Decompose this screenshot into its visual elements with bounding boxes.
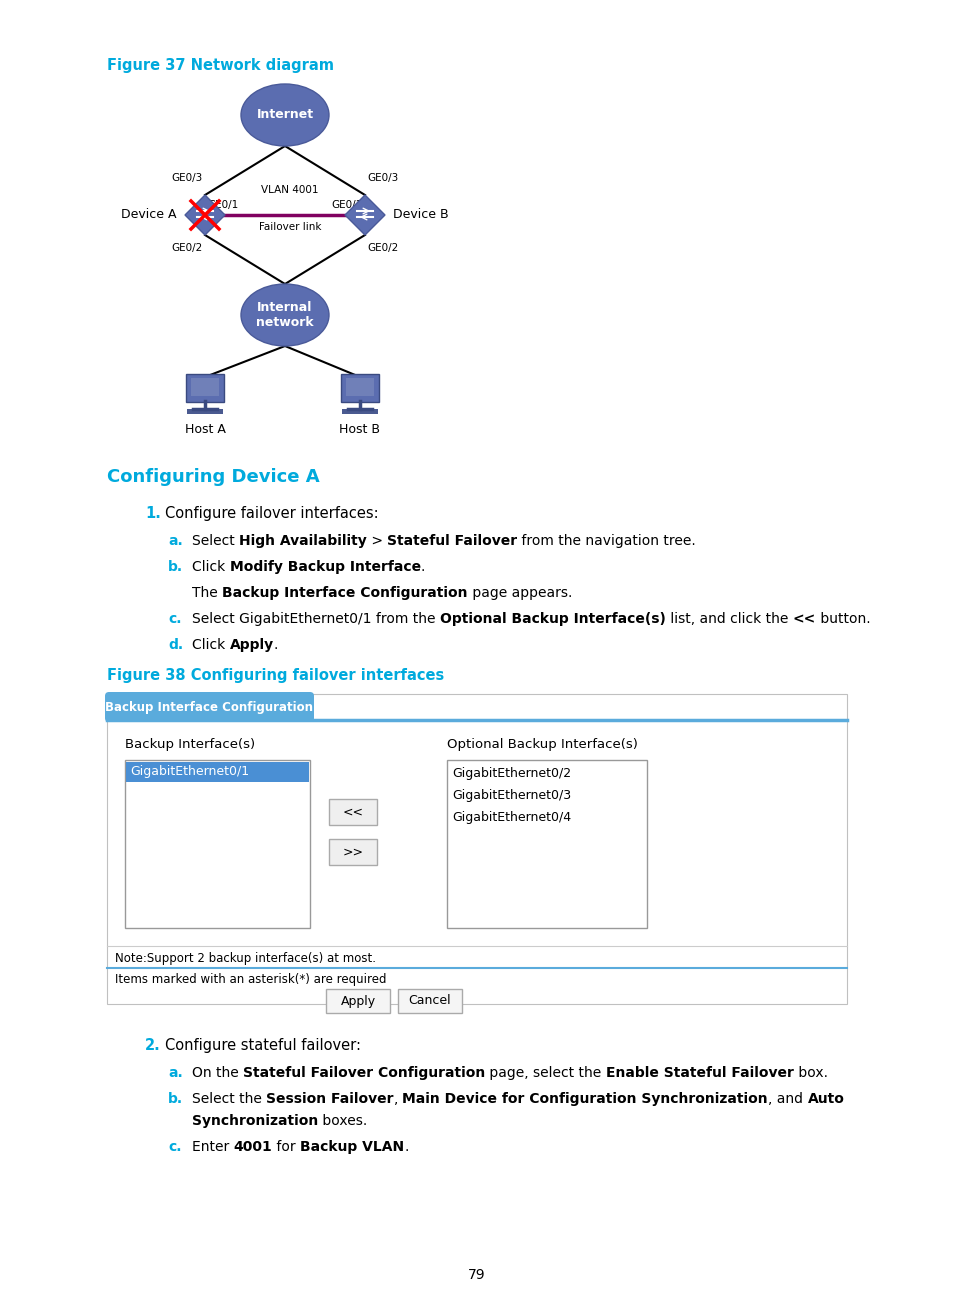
Text: a.: a. xyxy=(168,534,183,548)
FancyBboxPatch shape xyxy=(397,989,461,1013)
Text: On the: On the xyxy=(192,1067,243,1080)
Text: Apply: Apply xyxy=(340,994,375,1007)
Text: Stateful Failover: Stateful Failover xyxy=(387,534,517,548)
Text: .: . xyxy=(404,1140,409,1153)
Text: >: > xyxy=(367,534,387,548)
Text: Host A: Host A xyxy=(184,422,225,435)
Text: boxes.: boxes. xyxy=(318,1115,367,1128)
Text: Cancel: Cancel xyxy=(408,994,451,1007)
Text: Optional Backup Interface(s): Optional Backup Interface(s) xyxy=(439,612,665,626)
FancyBboxPatch shape xyxy=(326,989,390,1013)
Text: GE0/3: GE0/3 xyxy=(367,172,397,183)
Text: Stateful Failover Configuration: Stateful Failover Configuration xyxy=(243,1067,485,1080)
Text: Enter: Enter xyxy=(192,1140,233,1153)
Text: Select the: Select the xyxy=(192,1093,266,1105)
Text: GE0/3: GE0/3 xyxy=(172,172,203,183)
Text: <<: << xyxy=(342,806,363,819)
Text: Configure stateful failover:: Configure stateful failover: xyxy=(165,1038,360,1052)
Polygon shape xyxy=(345,194,385,235)
Text: Failover link: Failover link xyxy=(258,222,321,232)
FancyBboxPatch shape xyxy=(187,410,223,413)
Polygon shape xyxy=(185,194,225,235)
Text: Device B: Device B xyxy=(393,209,448,222)
FancyBboxPatch shape xyxy=(125,759,310,928)
Text: GE0/1: GE0/1 xyxy=(332,200,363,210)
FancyBboxPatch shape xyxy=(340,375,378,402)
Text: button.: button. xyxy=(815,612,869,626)
Text: Internet: Internet xyxy=(256,109,314,122)
Text: page, select the: page, select the xyxy=(485,1067,605,1080)
Text: 4001: 4001 xyxy=(233,1140,273,1153)
FancyBboxPatch shape xyxy=(329,800,376,826)
Text: box.: box. xyxy=(793,1067,827,1080)
Text: b.: b. xyxy=(168,1093,183,1105)
Text: <<: << xyxy=(792,612,815,626)
FancyBboxPatch shape xyxy=(447,759,646,928)
FancyBboxPatch shape xyxy=(107,693,846,1004)
Text: Click: Click xyxy=(192,638,230,652)
Text: Figure 38 Configuring failover interfaces: Figure 38 Configuring failover interface… xyxy=(107,667,444,683)
FancyBboxPatch shape xyxy=(186,375,224,402)
Text: b.: b. xyxy=(168,560,183,574)
Text: Session Failover: Session Failover xyxy=(266,1093,394,1105)
Text: GigabitEthernet0/3: GigabitEthernet0/3 xyxy=(452,789,571,802)
Text: from the navigation tree.: from the navigation tree. xyxy=(517,534,696,548)
Text: list, and click the: list, and click the xyxy=(665,612,792,626)
Text: The: The xyxy=(192,586,222,600)
Text: Backup Interface Configuration: Backup Interface Configuration xyxy=(222,586,467,600)
Text: High Availability: High Availability xyxy=(239,534,367,548)
Text: VLAN 4001: VLAN 4001 xyxy=(261,185,318,194)
Text: GE0/1: GE0/1 xyxy=(207,200,238,210)
Text: d.: d. xyxy=(168,638,183,652)
Text: GE0/2: GE0/2 xyxy=(367,244,397,253)
Text: Configure failover interfaces:: Configure failover interfaces: xyxy=(165,505,378,521)
Text: Backup VLAN: Backup VLAN xyxy=(300,1140,404,1153)
Text: a.: a. xyxy=(168,1067,183,1080)
Text: Apply: Apply xyxy=(230,638,274,652)
Text: .: . xyxy=(274,638,278,652)
Text: >>: >> xyxy=(342,845,363,858)
Text: Note:Support 2 backup interface(s) at most.: Note:Support 2 backup interface(s) at mo… xyxy=(115,953,375,966)
Text: Enable Stateful Failover: Enable Stateful Failover xyxy=(605,1067,793,1080)
Text: Figure 37 Network diagram: Figure 37 Network diagram xyxy=(107,58,334,73)
Text: 2.: 2. xyxy=(145,1038,161,1052)
Ellipse shape xyxy=(241,284,329,346)
Text: , and: , and xyxy=(767,1093,806,1105)
Text: GigabitEthernet0/1: GigabitEthernet0/1 xyxy=(130,766,249,779)
Text: Main Device for Configuration Synchronization: Main Device for Configuration Synchroniz… xyxy=(402,1093,767,1105)
FancyBboxPatch shape xyxy=(346,378,374,397)
Text: c.: c. xyxy=(168,1140,181,1153)
Text: Backup Interface(s): Backup Interface(s) xyxy=(125,737,254,750)
FancyBboxPatch shape xyxy=(126,762,309,781)
Text: .: . xyxy=(420,560,425,574)
FancyBboxPatch shape xyxy=(191,378,219,397)
Text: c.: c. xyxy=(168,612,181,626)
Text: Auto: Auto xyxy=(806,1093,843,1105)
Text: Synchronization: Synchronization xyxy=(192,1115,318,1128)
FancyBboxPatch shape xyxy=(329,839,376,864)
Ellipse shape xyxy=(241,84,329,146)
Text: ,: , xyxy=(394,1093,402,1105)
Text: Internal
network: Internal network xyxy=(256,301,314,329)
Text: Configuring Device A: Configuring Device A xyxy=(107,468,319,486)
Text: Select GigabitEthernet0/1 from the: Select GigabitEthernet0/1 from the xyxy=(192,612,439,626)
Text: GE0/2: GE0/2 xyxy=(172,244,203,253)
Text: GigabitEthernet0/4: GigabitEthernet0/4 xyxy=(452,811,571,824)
Text: 79: 79 xyxy=(468,1267,485,1282)
Text: Backup Interface Configuration: Backup Interface Configuration xyxy=(106,701,314,714)
FancyBboxPatch shape xyxy=(105,692,314,722)
Text: Modify Backup Interface: Modify Backup Interface xyxy=(230,560,420,574)
Text: Host B: Host B xyxy=(339,422,380,435)
FancyBboxPatch shape xyxy=(341,410,377,413)
Text: Click: Click xyxy=(192,560,230,574)
Text: for: for xyxy=(273,1140,300,1153)
Text: 1.: 1. xyxy=(145,505,161,521)
Text: GigabitEthernet0/2: GigabitEthernet0/2 xyxy=(452,767,571,780)
Text: Select: Select xyxy=(192,534,239,548)
Text: Items marked with an asterisk(*) are required: Items marked with an asterisk(*) are req… xyxy=(115,973,386,986)
Text: Optional Backup Interface(s): Optional Backup Interface(s) xyxy=(447,737,638,750)
Text: page appears.: page appears. xyxy=(467,586,572,600)
Text: Device A: Device A xyxy=(121,209,177,222)
